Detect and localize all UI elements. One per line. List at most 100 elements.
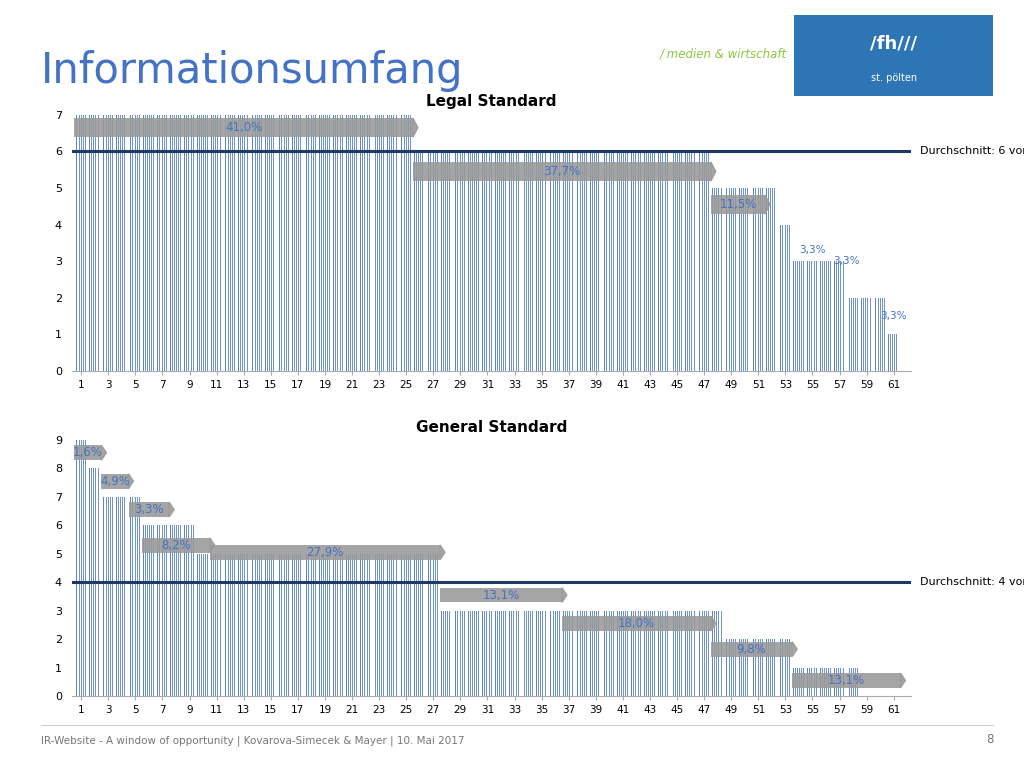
Bar [795,15,993,96]
Bar [89,115,100,371]
Bar [130,115,141,371]
Bar [346,554,357,696]
Bar [129,503,169,517]
Bar [631,610,642,696]
Bar [793,673,900,688]
Bar [252,554,263,696]
Bar [252,115,263,371]
Bar [807,668,818,696]
Text: 13,1%: 13,1% [827,674,865,687]
Text: 41,0%: 41,0% [225,121,262,134]
Bar [604,151,614,371]
Bar [441,610,453,696]
Bar [550,151,561,371]
Text: 1,6%: 1,6% [73,446,102,459]
Bar [482,610,493,696]
Text: 3,3%: 3,3% [800,246,825,256]
Bar [537,151,547,371]
Bar [75,118,413,137]
Polygon shape [101,445,106,460]
Bar [672,610,683,696]
Bar [509,151,520,371]
Polygon shape [440,545,445,560]
Bar [387,554,398,696]
Bar [590,610,601,696]
Bar [75,445,101,460]
Bar [834,261,845,371]
Bar [198,554,209,696]
Bar [143,526,155,696]
Bar [117,115,127,371]
Bar [292,554,303,696]
Text: 11,5%: 11,5% [720,198,757,211]
Bar [455,151,466,371]
Polygon shape [765,195,770,214]
Text: 13,1%: 13,1% [482,588,519,601]
Bar [468,151,479,371]
Bar [279,115,290,371]
Bar [89,468,100,696]
Text: 37,7%: 37,7% [544,165,581,178]
Bar [820,261,831,371]
Bar [455,610,466,696]
Bar [468,610,479,696]
Bar [170,526,181,696]
Bar [428,554,439,696]
Polygon shape [169,503,174,517]
Bar [333,115,344,371]
Bar [685,151,696,371]
Bar [482,151,493,371]
Text: 3,3%: 3,3% [881,311,907,321]
Bar [211,554,222,696]
Bar [794,668,805,696]
Bar [766,188,777,371]
Bar [685,610,696,696]
Bar [319,554,331,696]
Text: 8: 8 [986,733,993,746]
Bar [142,538,210,552]
Bar [265,554,276,696]
Bar [319,115,331,371]
Bar [658,151,669,371]
Bar [496,610,507,696]
Bar [400,554,412,696]
Bar [170,115,181,371]
Bar [820,668,831,696]
Bar [644,151,655,371]
Bar [374,554,385,696]
Bar [698,151,710,371]
Bar [658,610,669,696]
Bar [537,610,547,696]
Bar [157,526,168,696]
Text: / medien & wirtschaft: / medien & wirtschaft [659,47,786,60]
Bar [101,474,129,489]
Bar [834,668,845,696]
Polygon shape [793,642,797,656]
Bar [157,115,168,371]
Bar [102,496,114,696]
Bar [562,616,711,631]
Text: 27,9%: 27,9% [306,546,344,559]
Bar [780,225,791,371]
Bar [698,610,710,696]
Bar [644,610,655,696]
Bar [807,261,818,371]
Bar [224,115,236,371]
Bar [577,151,588,371]
Text: 3,3%: 3,3% [134,503,164,516]
Text: st. pölten: st. pölten [870,73,916,83]
Bar [360,115,371,371]
Text: /fh///: /fh/// [870,34,918,53]
Bar [184,115,195,371]
Bar [76,440,87,696]
Polygon shape [413,118,418,137]
Text: 3,3%: 3,3% [834,256,859,266]
Bar [306,115,317,371]
Text: Informationsumfang: Informationsumfang [41,50,464,92]
Bar [198,115,209,371]
Text: IR-Website - A window of opportunity | Kovarova-Simecek & Mayer | 10. Mai 2017: IR-Website - A window of opportunity | K… [41,735,465,746]
Bar [210,545,440,560]
Bar [712,188,723,371]
Text: Durchschnitt: 4 von 9: Durchschnitt: 4 von 9 [920,578,1024,588]
Bar [739,640,751,696]
